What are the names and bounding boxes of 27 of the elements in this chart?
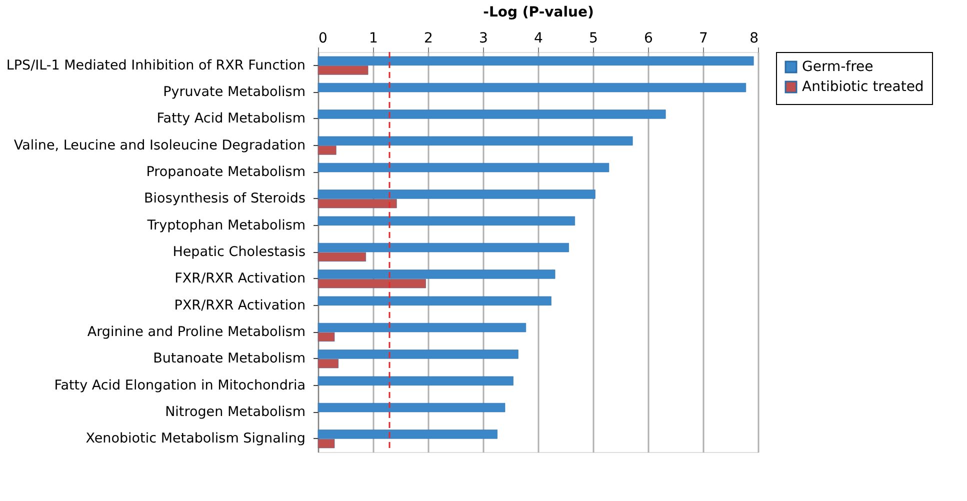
y-tick-label: Fatty Acid Elongation in Mitochondria xyxy=(54,377,306,394)
x-tick-label: 5 xyxy=(589,30,598,46)
y-tick-label: FXR/RXR Activation xyxy=(174,270,306,287)
y-tick-label: Pyruvate Metabolism xyxy=(163,84,306,100)
y-tick-label: Biosynthesis of Steroids xyxy=(144,190,306,207)
x-axis-title: -Log (P-value) xyxy=(483,4,594,20)
x-tick-label: 0 xyxy=(318,30,328,46)
x-tick-label: 8 xyxy=(750,30,758,46)
legend-label: Antibiotic treated xyxy=(802,79,924,95)
y-tick-label: Butanoate Metabolism xyxy=(153,350,306,367)
x-tick-label: 6 xyxy=(644,30,654,46)
y-tick-label: Tryptophan Metabolism xyxy=(146,217,306,234)
legend-label: Germ-free xyxy=(802,59,874,75)
x-tick-label: 2 xyxy=(424,30,433,46)
x-tick-label: 3 xyxy=(479,30,488,46)
y-tick-label: Propanoate Metabolism xyxy=(146,164,306,180)
y-tick-label: Valine, Leucine and Isoleucine Degradation xyxy=(14,137,306,154)
y-tick-label: Arginine and Proline Metabolism xyxy=(87,324,306,340)
x-tick-label: 7 xyxy=(699,30,708,46)
y-tick-label: Fatty Acid Metabolism xyxy=(156,110,306,127)
x-tick-label: 4 xyxy=(534,30,544,46)
y-tick-label: Nitrogen Metabolism xyxy=(165,404,306,420)
y-tick-label: Hepatic Cholestasis xyxy=(172,244,306,260)
y-tick-label: Xenobiotic Metabolism Signaling xyxy=(86,430,306,447)
y-tick-label: PXR/RXR Activation xyxy=(174,297,306,314)
y-tick-label: LPS/IL-1 Mediated Inhibition of RXR Function xyxy=(6,57,306,74)
x-tick-label: 1 xyxy=(369,30,378,46)
